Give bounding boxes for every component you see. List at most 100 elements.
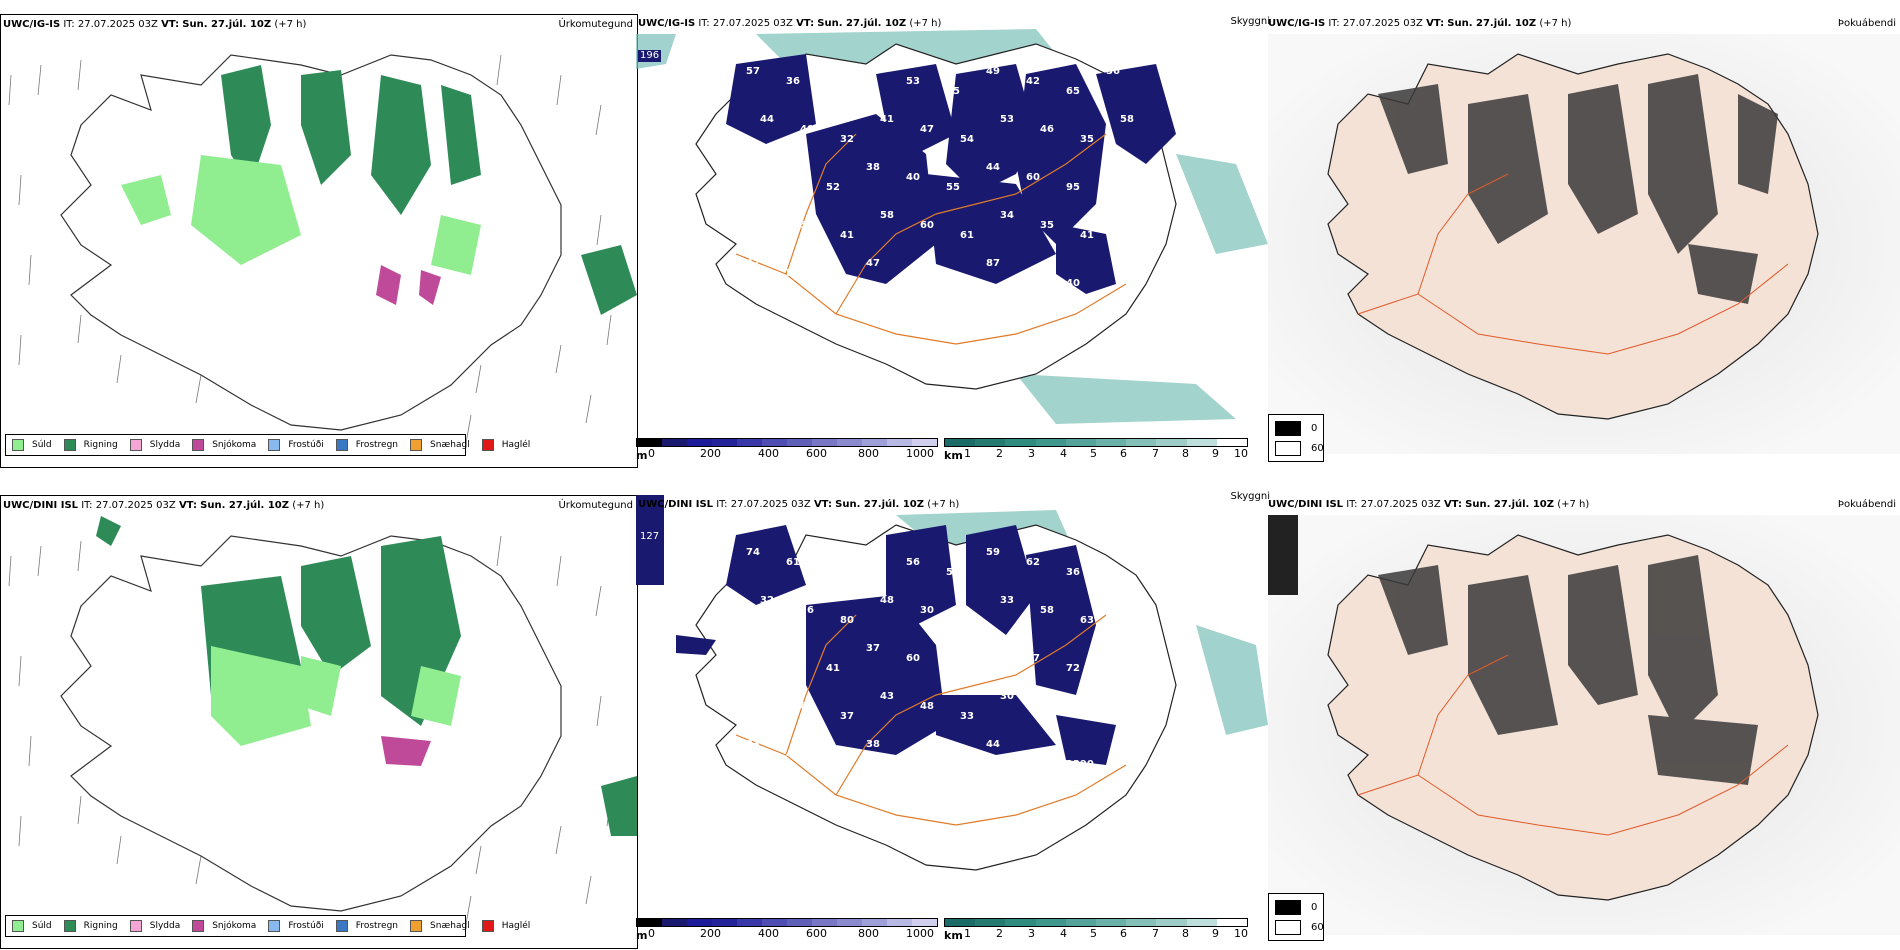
cloud-base-value: 95 [1066, 182, 1080, 193]
fog-panel-2: UWC/DINI ISL IT: 27.07.2025 03Z VT: Sun.… [1268, 495, 1900, 947]
low-cloud [726, 54, 1176, 294]
visibility-ticks: km 1 2 3 4 5 6 7 8 9 10 [944, 447, 1248, 462]
cloud-map-2: 74 61 45 54 56 55 59 62 36 39 32 76 80 48 30 34 33 58 63 40… [636, 495, 1268, 871]
valid-label: VT: [178, 500, 197, 511]
cloud-base-value: 47 [746, 258, 760, 269]
cloud-base-value: 33 [1000, 595, 1014, 606]
tick: 7 [1152, 447, 1159, 460]
init-time: IT: 27.07.2025 03Z [63, 19, 158, 30]
cloud-base-value: 44 [986, 162, 1000, 173]
tick: 8 [1182, 927, 1189, 940]
cloud-base-value: 43 [826, 759, 840, 770]
cloud-base-value: 56 [1106, 66, 1120, 77]
precip-snow [381, 736, 431, 766]
legend-item: Rigning [63, 439, 118, 451]
tick: 1000 [906, 927, 934, 940]
roads [735, 614, 1127, 826]
cloud-base-value: 63 [800, 701, 814, 712]
tick: 6 [1120, 447, 1127, 460]
model-name: UWC/IG-IS [1268, 18, 1326, 29]
cloud-base-value: 58 [880, 210, 894, 221]
cloud-base-value: 47 [866, 258, 880, 269]
tick: 1000 [906, 447, 934, 460]
valid-label: VT: [1443, 499, 1462, 510]
visibility-scale: km 1 2 3 4 5 6 7 8 9 10 [944, 918, 1248, 942]
cloud-base-value: 54 [960, 134, 974, 145]
cloud-base-value: 37 [786, 172, 800, 183]
init-time: IT: 27.07.2025 03Z [698, 18, 793, 29]
legend-item: Slydda [129, 439, 180, 451]
model-name: UWC/IG-IS [3, 19, 61, 30]
tick: 9 [1212, 447, 1219, 460]
cloud-map-1: 57 36 94 46 53 45 49 42 65 56 44 40 32 41 47 54 53 46 35 58… [636, 29, 1268, 424]
cloud-base-value: 42 [906, 268, 920, 279]
tick: 1 [964, 927, 971, 940]
model-name: UWC/DINI ISL [3, 500, 79, 511]
tick: 3 [1028, 447, 1035, 460]
legend-item: Frostúði [268, 439, 324, 451]
cloud-base-value: 61 [786, 653, 800, 664]
cloud-base-value: 40 [1120, 595, 1134, 606]
legend-item: Súld [12, 920, 52, 932]
precip-drizzle [121, 155, 481, 275]
cloud-base-value: 40 [1066, 278, 1080, 289]
cloud-base-value: 61 [960, 230, 974, 241]
cloud-base-value: 63 [1080, 615, 1094, 626]
tick: 4 [1060, 927, 1067, 940]
cloud-base-value: 53 [1000, 114, 1014, 125]
model-name: UWC/DINI ISL [1268, 499, 1344, 510]
swatch [268, 920, 281, 932]
visibility-ticks: km 1 2 3 4 5 6 7 8 9 10 [944, 927, 1248, 942]
cloud-base-value: 44 [786, 749, 800, 760]
cloud-base-value: 54 [866, 547, 880, 558]
legend-item: Frostregn [335, 439, 398, 451]
legend-item: Haglél [481, 920, 530, 932]
cloud-base-value: 32 [840, 134, 854, 145]
corner-number: 127 [638, 531, 662, 543]
cloud-base-value: 58 [1040, 605, 1054, 616]
swatch [1275, 920, 1301, 935]
legend-item: Rigning [63, 920, 118, 932]
legend-item: Súld [12, 439, 52, 451]
cloud-base-value: 43 [880, 691, 894, 702]
valid-time: Sun. 27.júl. 10Z [1465, 499, 1554, 510]
tick: 400 [758, 927, 779, 940]
cloud-panel-1: 57 36 94 46 53 45 49 42 65 56 44 40 32 41 47 54 53 46 35 58… [636, 14, 1270, 466]
cloud-base-value: 36 [1066, 567, 1080, 578]
cloud-base-value: 40 [906, 172, 920, 183]
tick: 6 [1120, 927, 1127, 940]
height-scale-bar [636, 918, 938, 927]
tick: 2 [996, 927, 1003, 940]
cloud-base-value: 55 [946, 567, 960, 578]
cloud-panel-2: 74 61 45 54 56 55 59 62 36 39 32 76 80 48 30 34 33 58 63 40… [636, 491, 1270, 947]
height-unit: m [636, 929, 648, 942]
tick: 3 [1028, 927, 1035, 940]
cloud-base-value: 48 [946, 759, 960, 770]
low-cloud [676, 525, 1116, 765]
fog-legend-item: 0 [1275, 421, 1317, 436]
cloud-base-value: 38 [866, 162, 880, 173]
swatch [129, 920, 142, 932]
cloud-title: Skyggni [1230, 16, 1270, 27]
legend-item: Haglél [481, 439, 530, 451]
valid-label: VT: [161, 19, 180, 30]
valid-label: VT: [796, 18, 815, 29]
cloud-base-value: 53 [786, 268, 800, 279]
precip-map-1 [8, 54, 637, 444]
fog-legend-item: 0 [1275, 900, 1317, 915]
swatch [12, 439, 24, 451]
cloud-base-value: 47 [1026, 653, 1040, 664]
cloud-base-value: 39 [1106, 547, 1120, 558]
swatch [1275, 441, 1301, 456]
swatch [481, 920, 494, 932]
cloud-base-value: 61 [786, 557, 800, 568]
roads [735, 133, 1127, 345]
legend-item: Frostúði [268, 920, 324, 932]
valid-time: Sun. 27.júl. 10Z [182, 19, 272, 30]
tick: 600 [806, 927, 827, 940]
cloud-base-value: 37 [840, 711, 854, 722]
cloud-base-value: 55 [946, 182, 960, 193]
cloud-base-value: 41 [840, 230, 854, 241]
rivers-roads [1357, 173, 1789, 355]
cloud-base-value: 60 [1026, 172, 1040, 183]
